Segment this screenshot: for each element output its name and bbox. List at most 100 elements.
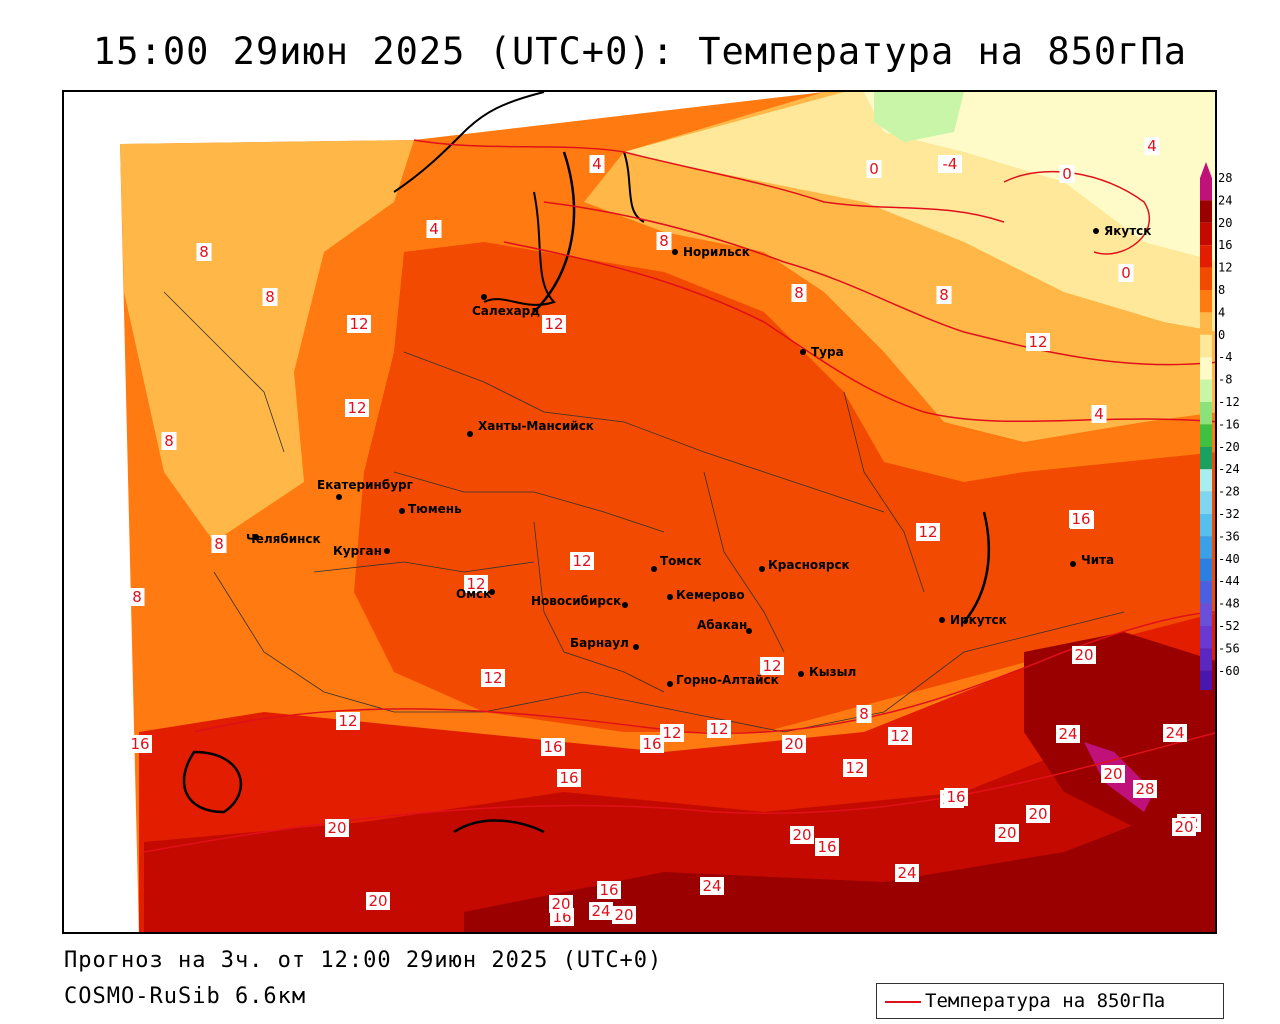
scale-tick-label: 4 [1218, 305, 1225, 319]
scale-tick-label: 16 [1218, 238, 1232, 252]
contour-label: 28 [1135, 780, 1154, 798]
contour-label: 4 [1094, 405, 1104, 423]
contour-label: 8 [265, 288, 275, 306]
contour-label-bg [161, 432, 177, 450]
contour-label: 12 [709, 720, 728, 738]
scale-tick-label: -28 [1218, 485, 1240, 499]
city-label: Тюмень [408, 502, 462, 516]
city-dot [633, 644, 639, 650]
contour-label-bg [700, 877, 724, 895]
contour-label-bg [347, 315, 371, 333]
city-dot [467, 431, 473, 437]
contour-label-bg [895, 864, 919, 882]
city-label: Норильск [683, 245, 750, 259]
contour-label-bg [1101, 765, 1125, 783]
city-dot [622, 602, 628, 608]
contour-label-bg [790, 826, 814, 844]
city-dot [746, 628, 752, 634]
temperature-field [120, 92, 1215, 932]
contour-label: 16 [642, 735, 661, 753]
contour-label: 16 [946, 788, 965, 806]
scale-tick-label: -52 [1218, 619, 1240, 633]
contour-label-bg [570, 552, 594, 570]
contour-label: 16 [599, 881, 618, 899]
contour-label-bg [856, 705, 872, 723]
contour-label: 8 [794, 284, 804, 302]
scale-tick-label: -32 [1218, 507, 1240, 521]
contour-label-bg [1118, 264, 1134, 282]
contour-label-bg [262, 288, 278, 306]
scale-tick-label: -56 [1218, 641, 1240, 655]
scale-swatch [1200, 626, 1212, 649]
city-label: Якутск [1104, 224, 1151, 238]
scale-swatch [1200, 469, 1212, 492]
scale-swatch [1200, 200, 1212, 223]
contour-label-bg [589, 902, 613, 920]
scale-tick-label: 24 [1218, 193, 1232, 207]
city-label: Челябинск [246, 532, 321, 546]
map-panel: 40-4048848012128812481281216121281216121… [62, 90, 1217, 934]
contour-label: 8 [199, 243, 209, 261]
city-dot [800, 349, 806, 355]
contour-label: 20 [551, 895, 570, 913]
scale-tick-label: 28 [1218, 171, 1232, 185]
contour-label-bg [542, 315, 566, 333]
coastlines [182, 92, 990, 834]
scale-swatch [1200, 670, 1212, 690]
contour-label: 12 [347, 399, 366, 417]
scale-swatch [1200, 424, 1212, 447]
scale-swatch [1200, 402, 1212, 425]
city-label: Красноярск [768, 558, 850, 572]
forecast-info: Прогноз на 3ч. от 12:00 29июн 2025 (UTC+… [64, 948, 663, 973]
contour-label-bg [1091, 405, 1107, 423]
contour-label: 8 [164, 432, 174, 450]
contour-label: 20 [997, 824, 1016, 842]
contour-label-bg [1056, 725, 1080, 743]
city-markers: Норильск Якутск Салехард Тура Ханты-Мансийск… [246, 224, 1151, 687]
admin-borders [163, 291, 1125, 733]
contour-label: 20 [1174, 818, 1193, 836]
contour-label-bg [843, 759, 867, 777]
contour-label-bg [944, 788, 968, 806]
city-dot [1070, 561, 1076, 567]
contour-label-bg [589, 155, 605, 173]
contour-label: 12 [890, 727, 909, 745]
city-dot [399, 508, 405, 514]
contour-label: 16 [559, 769, 578, 787]
city-label: Курган [333, 544, 382, 558]
contour-label: 20 [1028, 805, 1047, 823]
contour-label: 24 [702, 877, 721, 895]
contour-label-bg [760, 657, 784, 675]
contour-label-bg [656, 232, 672, 250]
city-label: Горно-Алтайск [676, 673, 779, 687]
contour-label: 12 [1028, 333, 1047, 351]
contour-label-bg [1026, 333, 1050, 351]
contour-label-bg [211, 535, 227, 553]
scale-tick-label: -8 [1218, 373, 1232, 387]
contour-label: 20 [784, 735, 803, 753]
contour-label-bg [1163, 724, 1187, 742]
scale-swatch [1200, 558, 1212, 582]
contour-label-bg [1059, 165, 1075, 183]
contour-label-bg [1172, 818, 1196, 836]
isotherm-line-sample [885, 1001, 921, 1003]
scale-swatch [1200, 290, 1212, 313]
contour-label: 12 [349, 315, 368, 333]
contour-label-bg [1072, 646, 1096, 664]
contour-label-bg [660, 724, 684, 742]
scale-tick-label: 8 [1218, 283, 1225, 297]
contour-label-bg [612, 906, 636, 924]
city-label: Ханты-Мансийск [478, 419, 594, 433]
scale-swatch [1200, 178, 1212, 201]
scale-swatch [1200, 446, 1212, 470]
contour-label-bg [936, 286, 952, 304]
city-label: Барнаул [570, 636, 629, 650]
scale-tick-label: -40 [1218, 552, 1240, 566]
contour-label: 8 [659, 232, 669, 250]
contour-label-bg [815, 838, 839, 856]
contour-label: 16 [1071, 510, 1090, 528]
contour-label-bg [916, 523, 940, 541]
scale-tick-label: -4 [1218, 350, 1232, 364]
contour-label: 12 [466, 575, 485, 593]
scale-tick-label: -20 [1218, 440, 1240, 454]
